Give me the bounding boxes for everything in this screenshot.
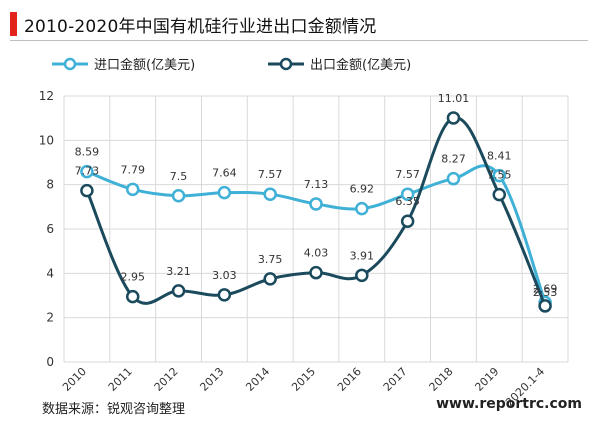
- x-tick-label: 2012: [152, 365, 181, 394]
- export-data-label: 2.53: [533, 286, 558, 299]
- data-source-note: 数据来源：锐观咨询整理: [42, 402, 186, 417]
- import-data-label: 6.92: [350, 183, 375, 196]
- import-data-label: 8.59: [75, 146, 100, 159]
- legend-marker: [63, 57, 77, 71]
- import-point: [400, 187, 415, 201]
- import-data-label: 8.27: [441, 153, 466, 166]
- export-data-label: 7.73: [75, 165, 100, 178]
- import-point: [355, 201, 369, 216]
- import-data-label: 7.79: [120, 163, 145, 176]
- x-tick-label: 2013: [197, 365, 226, 394]
- export-data-label: 3.21: [166, 265, 191, 278]
- y-tick-label: 0: [46, 355, 54, 369]
- export-data-label: 11.01: [438, 92, 470, 105]
- export-point: [263, 272, 277, 286]
- x-tick-label: 2019: [472, 365, 501, 394]
- title-bar: 2010-2020年中国有机硅行业进出口金额情况: [10, 10, 376, 38]
- export-point: [355, 268, 369, 283]
- export-data-label: 4.03: [304, 247, 329, 260]
- import-point: [263, 187, 277, 201]
- y-tick-label: 6: [46, 222, 54, 236]
- export-point: [80, 183, 94, 198]
- y-tick-label: 4: [46, 266, 54, 280]
- export-point: [309, 265, 323, 280]
- x-tick-label: 2011: [106, 365, 135, 394]
- import-point: [446, 171, 461, 186]
- export-point: [171, 284, 186, 298]
- import-data-label: 7.5: [170, 170, 188, 183]
- import-data-label: 8.41: [487, 150, 512, 163]
- x-tick-label: 2014: [243, 365, 272, 394]
- x-tick-label: 2016: [335, 365, 364, 394]
- chart-title: 2010-2020年中国有机硅行业进出口金额情况: [24, 16, 377, 37]
- import-data-label: 7.64: [212, 167, 237, 180]
- export-data-label: 3.03: [212, 269, 237, 282]
- y-tick-label: 10: [39, 133, 54, 147]
- import-point: [309, 197, 323, 211]
- x-tick-label: 2015: [289, 365, 318, 394]
- import-point: [80, 164, 94, 179]
- export-point: [217, 288, 232, 302]
- y-tick-label: 2: [46, 311, 54, 325]
- export-data-label: 2.95: [120, 271, 145, 284]
- export-point: [125, 289, 140, 304]
- import-data-label: 7.57: [258, 168, 283, 181]
- import-point: [217, 185, 232, 200]
- import-data-label: 7.57: [395, 168, 420, 181]
- legend-marker: [279, 57, 293, 71]
- y-tick-label: 8: [46, 178, 54, 192]
- export-point: [492, 187, 507, 202]
- export-point: [538, 299, 552, 313]
- x-tick-label: 2018: [427, 365, 456, 394]
- import-point: [171, 189, 186, 203]
- title-divider: [10, 40, 588, 41]
- legend-label-import: 进口金额(亿美元): [94, 57, 195, 73]
- legend-label-export: 出口金额(亿美元): [310, 57, 411, 73]
- website-watermark: www.reportrc.com: [436, 396, 582, 412]
- export-data-label: 6.35: [395, 195, 420, 208]
- export-series-line: [85, 116, 547, 307]
- export-data-label: 3.91: [350, 249, 375, 262]
- import-point: [492, 168, 507, 183]
- export-data-label: 7.55: [487, 169, 512, 182]
- export-point: [400, 214, 415, 228]
- import-point: [125, 182, 140, 197]
- x-tick-label: 2010: [60, 365, 89, 394]
- export-data-label: 3.75: [258, 253, 283, 266]
- export-point: [446, 111, 461, 125]
- y-tick-label: 12: [39, 89, 54, 103]
- x-tick-label: 2017: [381, 365, 410, 394]
- import-data-label: 7.13: [304, 178, 329, 191]
- title-accent-bar: [10, 12, 17, 36]
